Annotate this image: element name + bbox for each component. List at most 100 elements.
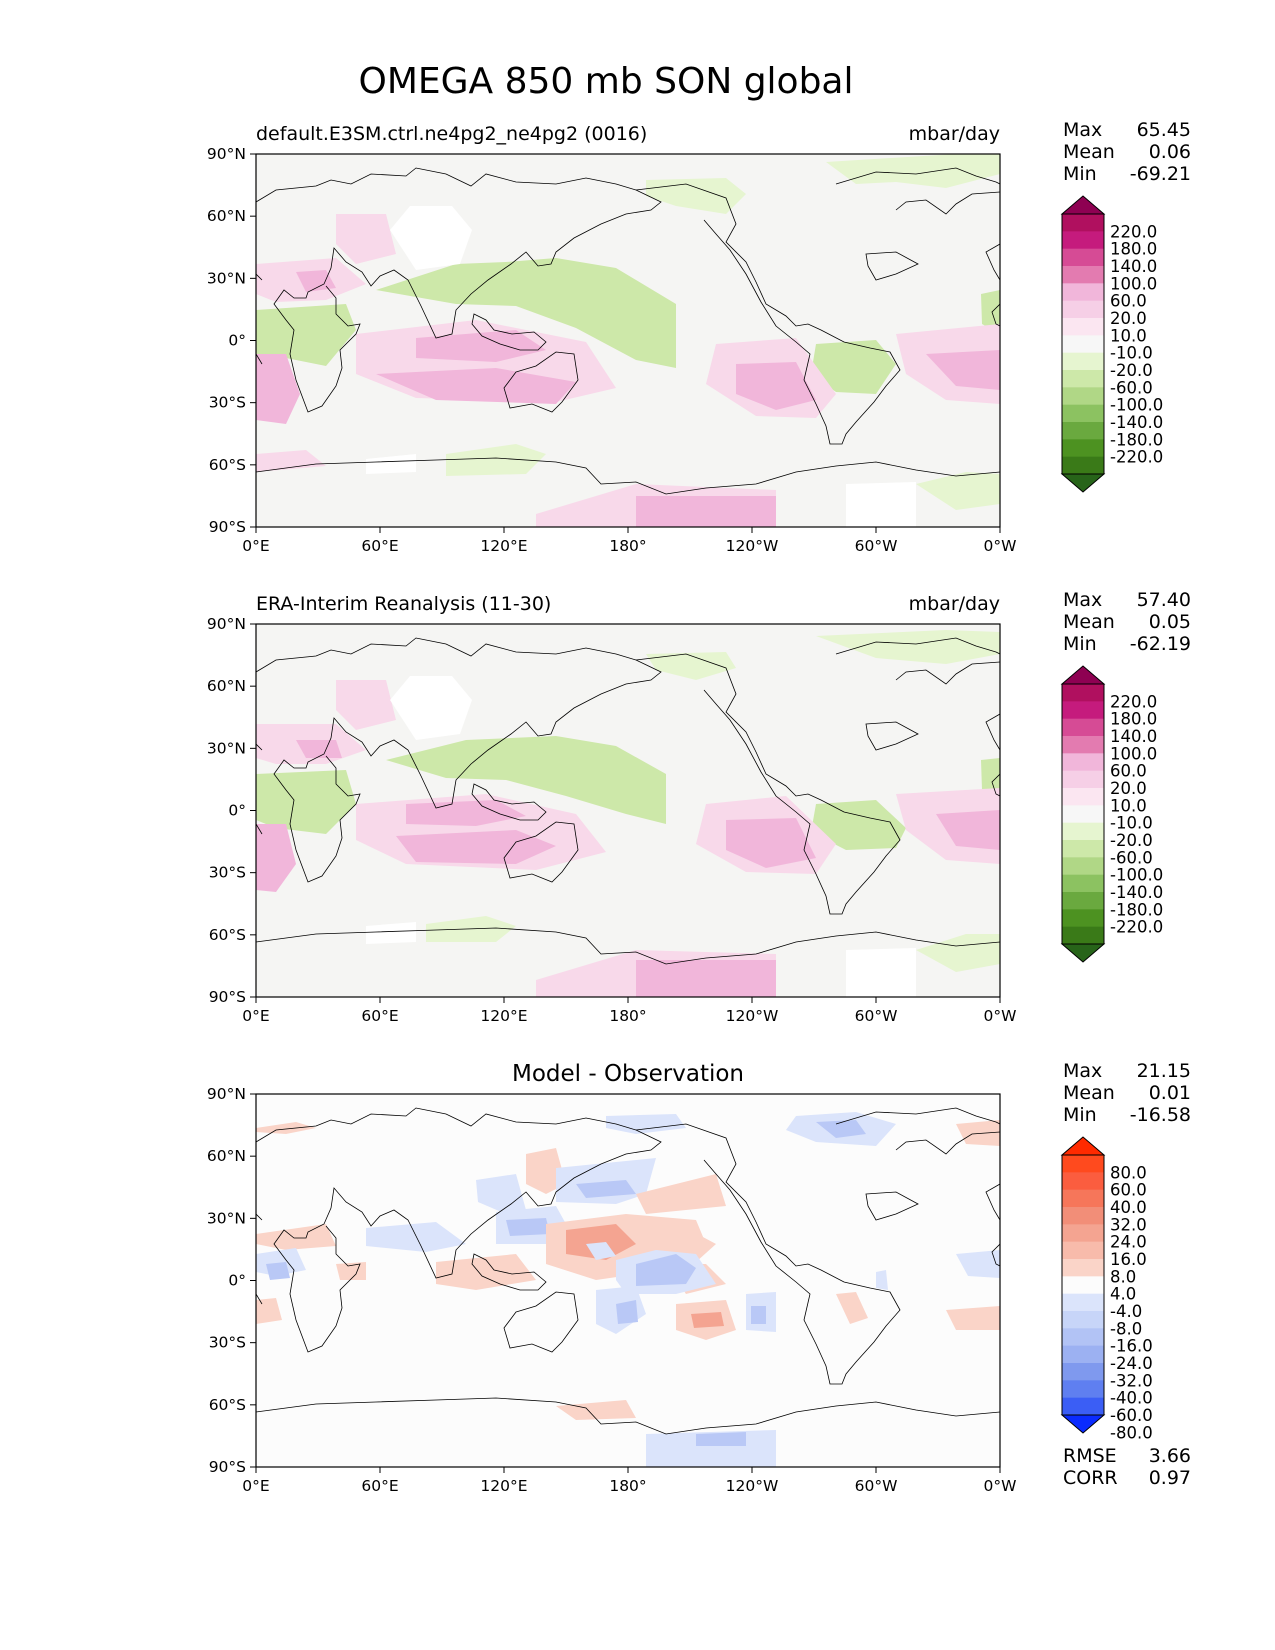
- colorbar-level-label: -180.0: [1110, 900, 1163, 919]
- x-tick-label: 60°E: [361, 1007, 398, 1025]
- colorbar-level-label: -60.0: [1110, 378, 1153, 397]
- x-tick-label: 120°E: [480, 1007, 527, 1025]
- colorbar-segment: [1062, 874, 1104, 893]
- stat-min-value: -69.21: [1130, 163, 1191, 185]
- colorbar-segment: [1062, 300, 1104, 319]
- y-tick-label: 60°N: [207, 677, 246, 695]
- colorbar-level-label: 220.0: [1110, 222, 1157, 241]
- colorbar-level-label: 140.0: [1110, 257, 1157, 276]
- contour-field: [256, 624, 1000, 997]
- axis-ticks: 0°E 60°E 120°E 180° 120°W 60°W 0°W 90°N 60°N 30°N…: [207, 145, 1017, 555]
- colorbar-segment: [1062, 422, 1104, 440]
- y-tick-label: 30°N: [207, 1209, 246, 1227]
- rmse-value: 3.66: [1149, 1445, 1191, 1467]
- y-tick-label: 60°N: [207, 1147, 246, 1165]
- colorbar-level-label: 40.0: [1110, 1198, 1147, 1217]
- y-tick-label: 0°: [228, 1272, 246, 1290]
- y-tick-label: 30°S: [209, 1334, 246, 1352]
- colorbar-level-label: 140.0: [1110, 727, 1157, 746]
- colorbar-segment: [1062, 753, 1104, 772]
- x-tick-label: 0°W: [984, 537, 1017, 555]
- colorbar-level-label: -10.0: [1110, 344, 1153, 363]
- stat-max-value: 65.45: [1137, 119, 1191, 141]
- panel-units: mbar/day: [909, 123, 1000, 145]
- stat-min-label: Min: [1063, 1104, 1097, 1126]
- colorbar-level-label: -40.0: [1110, 1389, 1153, 1408]
- colorbar-segment: [1062, 248, 1104, 267]
- colorbar-level-label: 100.0: [1110, 744, 1157, 763]
- colorbar-segment: [1062, 266, 1104, 284]
- stats-block: Max 21.15 Mean 0.01 Min -16.58: [1063, 1060, 1191, 1126]
- colorbar-level-label: -140.0: [1110, 413, 1163, 432]
- colorbar-segment: [1062, 718, 1104, 737]
- colorbar-segment: [1062, 1397, 1104, 1416]
- colorbar-top-arrow: [1060, 195, 1106, 215]
- stat-max-value: 21.15: [1137, 1060, 1191, 1082]
- colorbar-segment: [1062, 1172, 1104, 1191]
- x-tick-label: 60°E: [361, 1477, 398, 1495]
- colorbar-segment: [1062, 857, 1104, 876]
- colorbar-segment: [1062, 805, 1104, 824]
- colorbar-level-label: 8.0: [1110, 1267, 1136, 1286]
- x-tick-label: 180°: [609, 1007, 646, 1025]
- colorbar: 80.060.040.032.024.016.08.04.0-4.0-8.0-1…: [1060, 1136, 1153, 1442]
- panel-units: mbar/day: [909, 593, 1000, 615]
- colorbar-segment: [1062, 1155, 1104, 1173]
- x-tick-label: 120°E: [480, 1477, 527, 1495]
- colorbar-segment: [1062, 318, 1104, 336]
- colorbar-level-label: 16.0: [1110, 1250, 1147, 1269]
- colorbar-level-label: -8.0: [1110, 1319, 1142, 1338]
- panel-title: Model - Observation: [512, 1061, 744, 1087]
- colorbar-level-label: 180.0: [1110, 240, 1157, 259]
- x-tick-label: 0°E: [242, 537, 269, 555]
- colorbar-segment: [1062, 283, 1104, 302]
- colorbar-level-label: 60.0: [1110, 1181, 1147, 1200]
- colorbar-segment: [1062, 909, 1104, 928]
- panel-observation: ERA-Interim Reanalysis (11-30) mbar/day: [207, 589, 1191, 1025]
- colorbar-level-label: -16.0: [1110, 1337, 1153, 1356]
- colorbar-bottom-arrow: [1060, 473, 1106, 493]
- colorbar-level-label: 10.0: [1110, 326, 1147, 345]
- colorbar-frame: [1061, 213, 1105, 475]
- colorbar-segment: [1062, 404, 1104, 423]
- y-tick-label: 90°S: [209, 518, 246, 536]
- colorbar-segment: [1062, 1293, 1104, 1312]
- colorbar-segment: [1062, 231, 1104, 250]
- colorbar-segment: [1062, 1311, 1104, 1329]
- axis-ticks: 0°E 60°E 120°E 180° 120°W 60°W 0°W 90°N 60°N 30°N…: [207, 1085, 1017, 1495]
- stat-mean-label: Mean: [1063, 1082, 1115, 1104]
- colorbar-level-label: 180.0: [1110, 710, 1157, 729]
- colorbar-level-label: 60.0: [1110, 762, 1147, 781]
- panel-title: default.E3SM.ctrl.ne4pg2_ne4pg2 (0016): [256, 123, 647, 145]
- corr-label: CORR: [1063, 1467, 1118, 1489]
- x-tick-label: 60°E: [361, 537, 398, 555]
- colorbar-segment: [1062, 1224, 1104, 1243]
- stat-mean-value: 0.05: [1149, 611, 1191, 633]
- colorbar-segment: [1062, 370, 1104, 388]
- stat-max-label: Max: [1063, 1060, 1102, 1082]
- colorbar-level-label: 20.0: [1110, 309, 1147, 328]
- colorbar-segment: [1062, 822, 1104, 841]
- colorbar-level-label: -80.0: [1110, 1423, 1153, 1442]
- x-tick-label: 120°W: [726, 1477, 779, 1495]
- colorbar-segment: [1062, 1207, 1104, 1225]
- colorbar-segment: [1062, 439, 1104, 458]
- y-tick-label: 60°N: [207, 207, 246, 225]
- metrics-block: RMSE 3.66 CORR 0.97: [1063, 1445, 1191, 1489]
- colorbar-segment: [1062, 335, 1104, 354]
- colorbar-level-label: 10.0: [1110, 796, 1147, 815]
- y-tick-label: 90°S: [209, 1458, 246, 1476]
- axis-ticks: 0°E 60°E 120°E 180° 120°W 60°W 0°W 90°N 60°N 30°N…: [207, 615, 1017, 1025]
- y-tick-label: 0°: [228, 332, 246, 350]
- colorbar-level-label: 20.0: [1110, 779, 1147, 798]
- y-tick-label: 90°N: [207, 615, 246, 633]
- colorbar: 220.0180.0140.0100.060.020.010.0-10.0-20…: [1060, 195, 1163, 493]
- map-plot: 0°E 60°E 120°E 180° 120°W 60°W 0°W 90°N 60°N 30°N…: [207, 615, 1017, 1025]
- x-tick-label: 0°E: [242, 1477, 269, 1495]
- y-tick-label: 30°N: [207, 739, 246, 757]
- colorbar-level-label: -100.0: [1110, 396, 1163, 415]
- colorbar-segment: [1062, 1241, 1104, 1260]
- colorbar-level-label: -220.0: [1110, 448, 1163, 467]
- colorbar-segment: [1062, 1276, 1104, 1295]
- x-tick-label: 60°W: [855, 1477, 898, 1495]
